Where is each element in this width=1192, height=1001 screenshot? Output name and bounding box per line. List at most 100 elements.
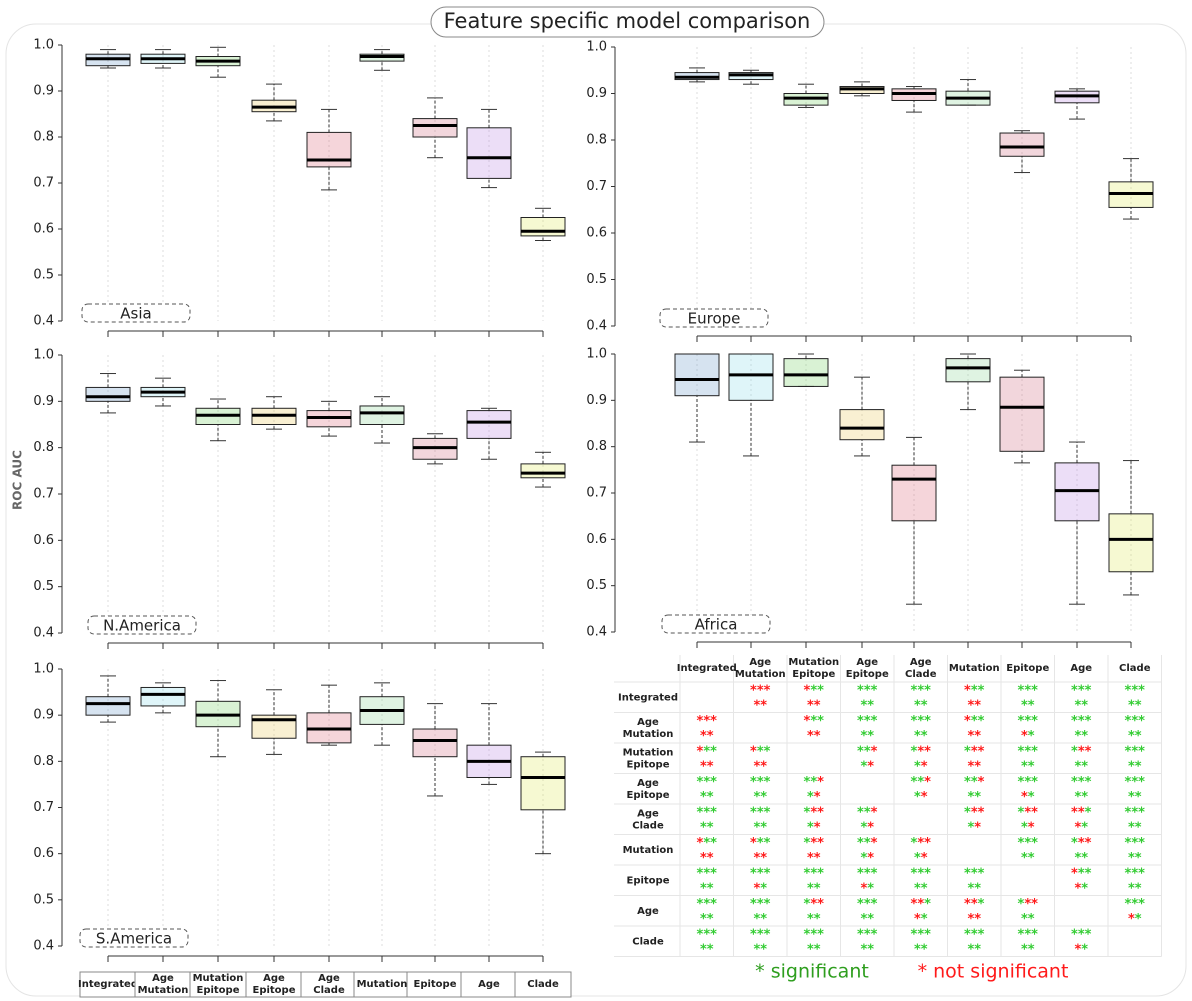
- table-row-header: Epitope: [626, 875, 669, 886]
- star: *: [807, 850, 814, 865]
- star: *: [1078, 927, 1085, 942]
- significance-stars: **: [807, 820, 821, 835]
- star: *: [1031, 713, 1038, 728]
- star: *: [1021, 911, 1028, 926]
- star: *: [760, 942, 767, 957]
- star: *: [864, 896, 871, 911]
- star: *: [1135, 759, 1142, 774]
- star: *: [753, 881, 760, 896]
- significance-stars: ***: [857, 896, 878, 911]
- star: *: [917, 866, 924, 881]
- star: *: [703, 774, 710, 789]
- significance-stars: ***: [697, 713, 718, 728]
- star: *: [860, 820, 867, 835]
- table-col-header: Clade: [1119, 663, 1151, 674]
- star: *: [807, 911, 814, 926]
- significance-stars: ***: [911, 683, 932, 698]
- star: *: [917, 713, 924, 728]
- y-tick-label: 0.4: [586, 319, 607, 334]
- table-row-header: Mutation: [623, 845, 674, 856]
- model-label: Mutation: [193, 973, 244, 984]
- y-tick-label: 0.5: [586, 272, 607, 287]
- star: *: [817, 805, 824, 820]
- significance-stars: ***: [911, 866, 932, 881]
- box: [839, 409, 885, 441]
- significance-stars: **: [1074, 820, 1088, 835]
- star: *: [710, 866, 717, 881]
- significance-stars: **: [753, 820, 767, 835]
- y-tick-label: 0.7: [33, 800, 54, 815]
- star: *: [860, 942, 867, 957]
- star: *: [757, 774, 764, 789]
- box: [783, 358, 829, 387]
- y-tick-label: 0.4: [33, 939, 54, 954]
- star: *: [753, 698, 760, 713]
- star: *: [764, 896, 771, 911]
- star: *: [1018, 774, 1025, 789]
- y-tick-label: 1.0: [586, 40, 607, 55]
- significance-stars: ***: [1071, 744, 1092, 759]
- star: *: [917, 744, 924, 759]
- significance-stars: ***: [1125, 835, 1146, 850]
- significance-stars: **: [753, 698, 767, 713]
- y-tick-label: 0.4: [33, 626, 54, 641]
- star: *: [697, 927, 704, 942]
- frame: [5, 23, 1187, 997]
- star: *: [857, 896, 864, 911]
- y-tick-label: 0.8: [586, 439, 607, 454]
- star: *: [1081, 759, 1088, 774]
- y-tick-label: 0.6: [33, 533, 54, 548]
- star: *: [1131, 744, 1138, 759]
- significance-stars: ***: [1071, 805, 1092, 820]
- star: *: [974, 698, 981, 713]
- star: *: [1138, 805, 1145, 820]
- star: *: [1018, 835, 1025, 850]
- star: *: [978, 927, 985, 942]
- star: *: [964, 896, 971, 911]
- star: *: [1071, 927, 1078, 942]
- star: *: [911, 744, 918, 759]
- star: *: [867, 881, 874, 896]
- star: *: [760, 789, 767, 804]
- box: [999, 376, 1045, 452]
- star: *: [804, 713, 811, 728]
- star: *: [1138, 866, 1145, 881]
- significance-stars: ***: [1125, 713, 1146, 728]
- table-col-header: Integrated: [677, 663, 737, 674]
- star: *: [964, 744, 971, 759]
- star: *: [971, 866, 978, 881]
- star: *: [1071, 774, 1078, 789]
- star: *: [1128, 850, 1135, 865]
- table-col-header: Epitope: [846, 669, 889, 680]
- model-label: Age: [478, 979, 500, 990]
- significance-stars: ***: [697, 927, 718, 942]
- star: *: [974, 820, 981, 835]
- star: *: [1138, 683, 1145, 698]
- star: *: [1125, 896, 1132, 911]
- box: [520, 756, 566, 811]
- star: *: [703, 896, 710, 911]
- significance-stars: **: [860, 850, 874, 865]
- star: *: [1021, 759, 1028, 774]
- star: *: [924, 713, 931, 728]
- table-row-header: Age: [637, 778, 659, 789]
- significance-stars: **: [860, 911, 874, 926]
- star: *: [971, 774, 978, 789]
- star: *: [710, 835, 717, 850]
- significance-stars: **: [700, 850, 714, 865]
- y-tick-label: 0.7: [33, 487, 54, 502]
- star: *: [974, 942, 981, 957]
- significance-stars: ***: [857, 805, 878, 820]
- star: *: [871, 896, 878, 911]
- star: *: [1085, 683, 1092, 698]
- star: *: [967, 820, 974, 835]
- significance-stars: **: [1128, 820, 1142, 835]
- star: *: [1078, 713, 1085, 728]
- star: *: [810, 835, 817, 850]
- star: *: [864, 713, 871, 728]
- significance-stars: **: [860, 820, 874, 835]
- y-tick-label: 0.9: [586, 393, 607, 408]
- significance-stars: **: [700, 789, 714, 804]
- star: *: [760, 759, 767, 774]
- significance-stars: ***: [804, 896, 825, 911]
